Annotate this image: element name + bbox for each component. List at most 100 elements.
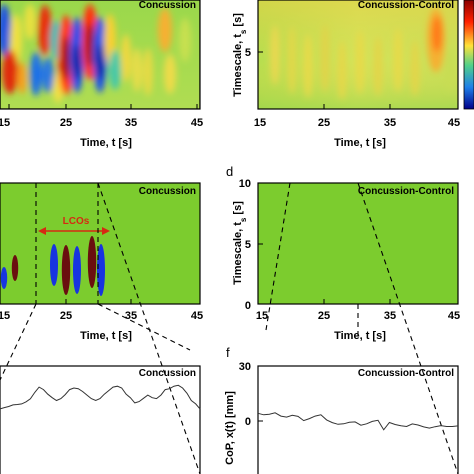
blob <box>432 16 442 52</box>
series-line-e <box>0 384 201 410</box>
blob <box>143 48 153 96</box>
panel-a: Concussion 15 25 35 45 Time, t [s] <box>0 0 203 149</box>
panel-d: d Concussion-Control 0 5 10 15 25 35 45 … <box>226 164 460 342</box>
series-line-f <box>257 412 459 431</box>
heatmap-d <box>257 182 459 305</box>
blob <box>11 255 19 281</box>
ytick-label: 10 <box>239 178 251 190</box>
ytick-label: 0 <box>245 416 251 428</box>
blob <box>38 5 52 55</box>
blob <box>97 244 105 296</box>
panel-f: f Concussion-Control 30 0 CoP, x(t) [mm] <box>224 345 459 474</box>
blob <box>50 244 58 286</box>
lco-label: LCOs <box>63 216 90 227</box>
colorbar <box>463 0 474 110</box>
panel-b-xlabel: Time, t [s] <box>334 137 386 149</box>
heatmap-a-blobs <box>0 4 191 103</box>
blob <box>303 34 313 98</box>
zoom-guide <box>265 182 291 331</box>
blob <box>73 246 81 294</box>
panel-c-xticks: 15 25 35 45 <box>0 299 203 322</box>
blob <box>61 245 71 295</box>
ytick-label: 30 <box>239 361 251 373</box>
xtick-label: 25 <box>60 310 72 322</box>
blob <box>410 40 420 96</box>
zoom-guide <box>97 182 201 474</box>
lco-annotation: LCOs <box>38 216 110 235</box>
blob <box>355 30 365 94</box>
blob <box>17 62 27 94</box>
blob <box>97 44 103 80</box>
xtick-label: 35 <box>125 117 137 129</box>
ytick-label: 5 <box>245 47 251 59</box>
xtick-label: 25 <box>60 117 72 129</box>
blob <box>42 57 54 93</box>
panel-b-title: Concussion-Control <box>358 0 454 11</box>
plot-e-frame <box>0 365 201 474</box>
blob <box>337 40 347 100</box>
xtick-label: 35 <box>125 310 137 322</box>
xtick-label: 35 <box>384 117 396 129</box>
panel-c-xlabel: Time, t [s] <box>80 330 132 342</box>
heatmap-b-blobs <box>270 8 455 100</box>
blob <box>132 48 142 92</box>
xtick-label: 25 <box>318 117 330 129</box>
blob <box>179 18 191 62</box>
panel-b-xticks: 15 25 35 45 <box>254 104 460 129</box>
blob <box>86 23 94 67</box>
panel-f-ylabel: CoP, x(t) [mm] <box>224 391 236 465</box>
heatmap-a <box>0 0 200 109</box>
blob <box>320 24 330 92</box>
blob <box>373 36 383 96</box>
blob <box>74 44 80 80</box>
xtick-label: 45 <box>191 117 203 129</box>
heatmap-b <box>258 0 458 109</box>
panel-f-title: Concussion-Control <box>358 368 454 379</box>
panel-e: Concussion <box>0 365 201 474</box>
panel-a-xticks: 15 25 35 45 <box>0 104 203 129</box>
heatmap-a-border <box>0 0 201 110</box>
heatmap-b-border <box>257 0 459 110</box>
blob <box>164 54 176 94</box>
panel-b: Concussion-Control 5 15 25 35 45 Time, t… <box>232 0 474 149</box>
xtick-label: 15 <box>254 117 266 129</box>
panel-b-yticks: 5 <box>245 47 263 59</box>
panel-c: LCOs Concussion 15 25 35 45 Time, t [s] <box>0 182 203 342</box>
panel-d-yticks: 0 5 10 <box>239 178 263 312</box>
panel-f-label: f <box>226 345 230 360</box>
blob <box>0 267 8 289</box>
xtick-label: 15 <box>0 117 10 129</box>
lco-arrowhead-right <box>102 227 110 235</box>
blob <box>445 48 455 92</box>
zoom-guide <box>97 303 191 351</box>
blob <box>287 26 297 94</box>
blob <box>87 236 97 288</box>
blob <box>158 8 172 52</box>
xtick-label: 45 <box>191 310 203 322</box>
blob <box>393 28 403 92</box>
blob <box>109 50 121 90</box>
ytick-label: 5 <box>245 239 251 251</box>
ytick-label: 0 <box>245 300 251 312</box>
xtick-label: 45 <box>448 117 460 129</box>
panel-f-yticks: 30 0 <box>239 361 263 428</box>
panel-d-label: d <box>226 164 233 179</box>
xtick-label: 15 <box>256 310 268 322</box>
blob <box>270 25 280 85</box>
blob <box>62 36 70 80</box>
panel-d-xlabel: Time, t [s] <box>334 330 386 342</box>
panel-d-title: Concussion-Control <box>358 186 454 197</box>
panel-a-xlabel: Time, t [s] <box>80 137 132 149</box>
plot-f-frame <box>257 365 459 474</box>
panel-d-xticks: 15 25 35 45 <box>256 299 460 322</box>
blob <box>121 34 131 82</box>
xtick-label: 25 <box>318 310 330 322</box>
xtick-label: 15 <box>0 310 10 322</box>
panel-a-title: Concussion <box>139 0 196 11</box>
xtick-label: 45 <box>448 310 460 322</box>
blob <box>0 4 11 56</box>
blob <box>24 4 36 40</box>
lco-arrowhead-left <box>38 227 46 235</box>
blob <box>30 52 42 96</box>
